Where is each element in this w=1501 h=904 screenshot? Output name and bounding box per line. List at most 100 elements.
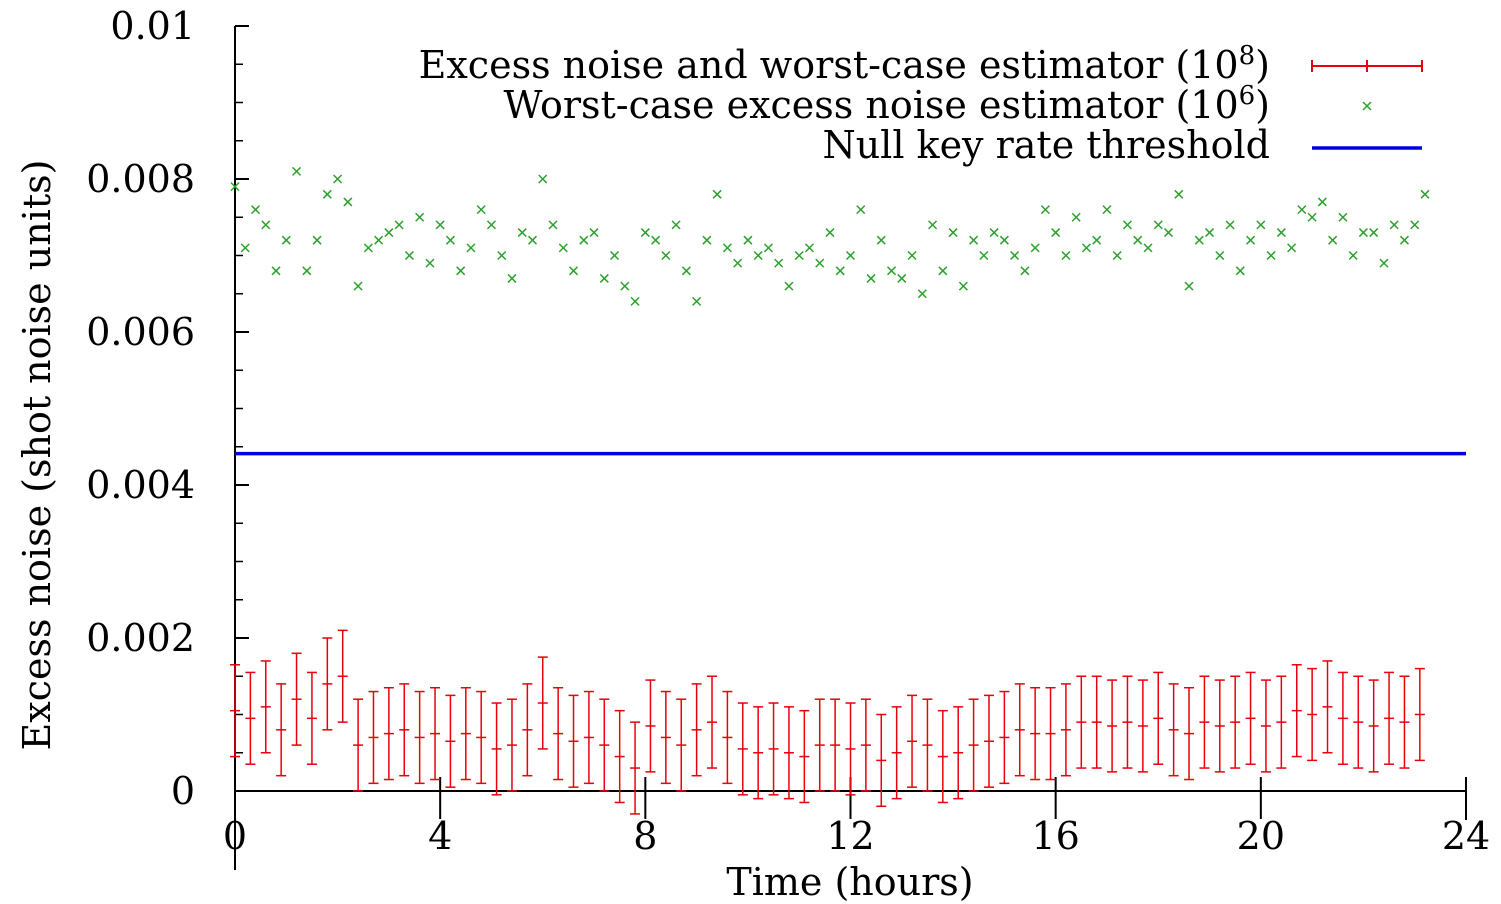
error-bar	[568, 694, 579, 788]
data-point	[1225, 220, 1235, 230]
data-point	[692, 296, 702, 306]
data-point	[1399, 235, 1409, 245]
y-tick-label: 0.004	[86, 463, 195, 507]
data-point	[292, 166, 302, 176]
error-bar	[1137, 679, 1148, 773]
x-ticks: 0 4 8 12 16 20 24	[223, 777, 1490, 858]
data-point	[804, 243, 814, 253]
data-point	[845, 250, 856, 261]
error-bar	[1060, 683, 1071, 777]
error-bar	[1030, 686, 1041, 781]
data-point	[394, 220, 404, 230]
error-bar	[1276, 675, 1287, 769]
data-point	[1358, 228, 1368, 238]
error-bar	[891, 706, 902, 800]
data-point	[1051, 228, 1061, 238]
data-point	[250, 205, 261, 215]
error-bar	[1014, 683, 1025, 777]
x-tick-label: 0	[223, 814, 247, 858]
data-point	[1194, 235, 1204, 245]
data-point	[1348, 250, 1358, 261]
data-point	[1420, 189, 1430, 199]
error-bar	[230, 664, 240, 758]
error-bar	[968, 698, 979, 792]
error-bar	[491, 702, 502, 796]
error-bar	[1168, 683, 1179, 777]
data-point	[599, 273, 609, 283]
data-point	[261, 220, 271, 230]
error-bar	[322, 637, 333, 731]
y-ticks: 0 0.002 0.004 0.006 0.008 0.01	[86, 4, 249, 813]
legend-swatch-excess-noise	[1311, 60, 1423, 72]
error-bar	[1245, 671, 1256, 765]
data-point	[374, 235, 384, 245]
error-bar	[1230, 675, 1241, 769]
data-point	[948, 228, 958, 238]
error-bar	[1307, 667, 1318, 762]
data-point	[333, 174, 343, 184]
error-bar	[753, 706, 764, 800]
x-tick-label: 24	[1442, 814, 1490, 858]
y-tick-label: 0.006	[86, 310, 195, 354]
error-bar	[445, 694, 456, 788]
data-point	[558, 243, 568, 253]
data-point	[343, 197, 353, 207]
data-point	[1112, 250, 1122, 261]
x-tick-label: 16	[1031, 814, 1079, 858]
data-point	[1040, 205, 1050, 215]
data-point	[579, 235, 589, 245]
data-point	[1153, 220, 1163, 230]
data-point	[486, 220, 496, 230]
data-point	[999, 235, 1009, 245]
data-point	[835, 266, 845, 276]
data-point	[671, 220, 681, 230]
data-point	[466, 243, 476, 253]
error-bar	[368, 690, 379, 785]
data-point	[1328, 235, 1338, 245]
data-point	[815, 258, 825, 268]
data-point	[733, 258, 743, 268]
error-bar	[260, 660, 271, 754]
error-bar	[1337, 671, 1348, 765]
error-bar	[383, 686, 394, 781]
error-bar	[1214, 679, 1225, 773]
y-tick-label: 0.01	[110, 4, 195, 48]
data-point	[1061, 250, 1071, 261]
data-point	[240, 243, 250, 253]
error-bar	[814, 698, 825, 792]
data-point	[415, 212, 425, 222]
data-point	[1010, 250, 1020, 261]
error-bar	[1107, 679, 1118, 773]
data-point	[1163, 228, 1174, 238]
error-bar	[553, 686, 564, 781]
error-bar	[537, 656, 548, 750]
data-point	[928, 220, 938, 230]
data-point	[866, 273, 876, 283]
data-point	[1020, 266, 1030, 276]
data-point	[681, 266, 691, 276]
data-point	[589, 228, 599, 238]
data-point	[958, 281, 968, 291]
data-point	[630, 296, 640, 306]
data-point	[1276, 228, 1286, 238]
error-bar	[1414, 667, 1425, 762]
error-bar	[876, 713, 887, 808]
data-point	[1174, 189, 1184, 199]
error-bar	[799, 709, 810, 804]
error-bar	[1076, 675, 1087, 769]
y-tick-label: 0	[171, 769, 195, 813]
error-bar	[1353, 675, 1364, 769]
y-axis-title: Excess noise (shot noise units)	[15, 160, 59, 751]
data-point	[1287, 243, 1297, 253]
error-bar	[737, 702, 748, 796]
error-bar	[399, 683, 410, 777]
error-bar	[522, 683, 533, 777]
error-bar	[1384, 671, 1395, 765]
data-point	[1297, 205, 1307, 215]
legend-label-excess-noise: Excess noise and worst-case estimator (1…	[419, 41, 1270, 87]
data-point	[1081, 243, 1091, 253]
data-point	[722, 243, 732, 253]
data-point	[763, 243, 773, 253]
error-bar	[907, 694, 918, 788]
